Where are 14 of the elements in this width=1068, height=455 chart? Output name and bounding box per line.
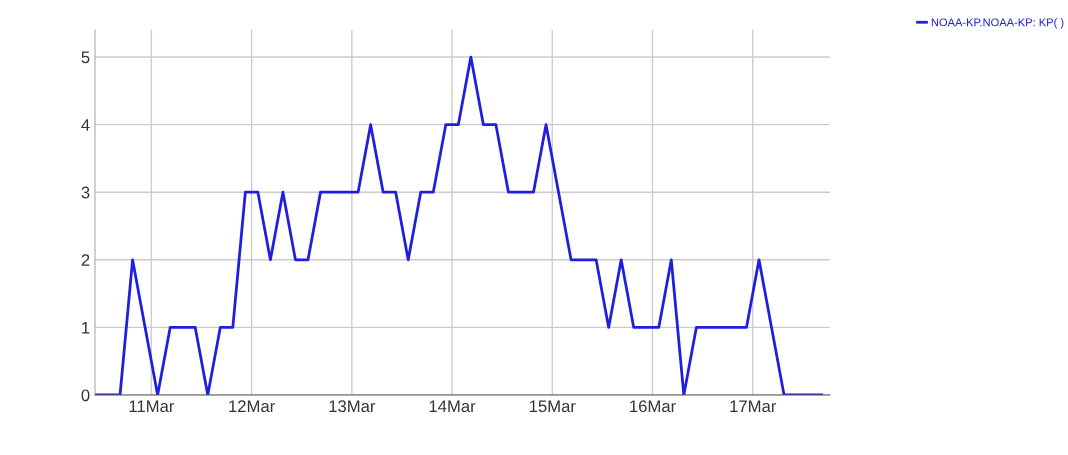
y-tick-label: 4 xyxy=(81,119,90,131)
y-tick-label: 2 xyxy=(81,254,90,266)
x-tick-label: 15Mar xyxy=(529,400,576,413)
y-tick-label: 3 xyxy=(81,186,90,199)
x-tick-label: 13Mar xyxy=(329,400,376,413)
x-tick-label: 14Mar xyxy=(429,400,476,413)
y-tick-label: 0 xyxy=(81,389,90,402)
y-tick-label: 5 xyxy=(81,51,90,64)
x-tick-label: 16Mar xyxy=(630,400,676,413)
x-tick-label: 17Mar xyxy=(730,400,777,413)
y-tick-label: 1 xyxy=(82,321,90,334)
legend-label: NOAA-KP.NOAA-KP: KP( ) xyxy=(931,18,1064,29)
x-tick-label: 12Mar xyxy=(229,400,275,413)
x-tick-label: 11Mar xyxy=(129,400,175,413)
